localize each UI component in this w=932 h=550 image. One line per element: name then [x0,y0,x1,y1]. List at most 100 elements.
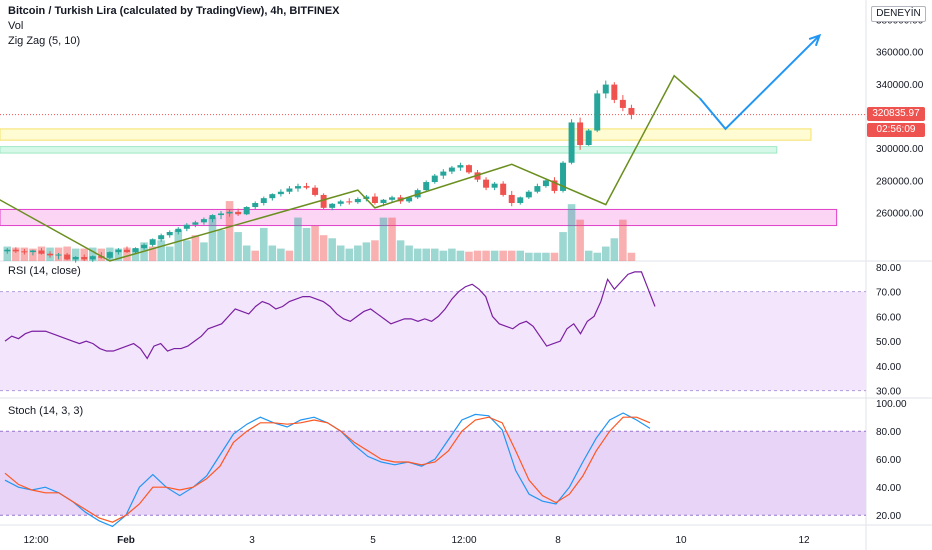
volume-bar [345,248,354,261]
volume-bar [516,250,525,261]
volume-bar [302,227,311,261]
candle-body [440,171,447,176]
rsi-tick-label: 40.00 [876,362,901,373]
volume-bar [619,219,627,261]
candle-body [389,197,396,200]
candle-body [363,196,370,199]
candle-body [260,198,267,203]
stoch-tick-label: 40.00 [876,483,901,494]
zigzag-line [0,74,701,262]
candle-body [525,191,532,198]
candle-body [611,84,618,100]
volume-bar [602,246,610,261]
rsi-tick-label: 80.00 [876,263,901,274]
volume-bar [354,245,362,261]
symbol-title[interactable]: Bitcoin / Turkish Lira (calculated by Tr… [8,5,340,17]
stoch-tick-label: 100.00 [876,399,907,410]
candle-body [551,180,558,191]
stoch-d-line [4,416,651,523]
price-tick-label: 340000.00 [876,80,924,91]
candle-body [577,122,584,145]
candle-body [47,253,54,256]
volume-bar [371,240,379,261]
projection-path [699,34,821,131]
time-tick-label: 5 [370,535,376,546]
volume-bar [405,245,413,261]
candle-body [560,162,567,191]
last-price-tag: 320835.97 [867,106,925,121]
account-badge-button[interactable]: DENEYİN [871,6,926,22]
candle-body [29,250,36,253]
rsi-tick-label: 50.00 [876,337,901,348]
volume-bar [456,250,465,261]
candle-body [542,180,549,187]
volume-bar [388,217,396,261]
candle-body [423,182,430,191]
candle-body [406,197,413,202]
candle-body [158,235,165,240]
volume-bar [285,250,294,261]
candle-body [380,199,387,203]
stoch-band [0,431,866,516]
stoch-tick-label: 20.00 [876,511,901,522]
volume-bar [525,252,533,261]
rsi-pane[interactable] [0,271,866,392]
candle-body [286,188,293,192]
volume-bar [319,235,328,261]
volume-bar [507,250,516,261]
volume-bar [183,240,191,261]
candle-body [209,215,216,220]
candle-body [337,201,344,204]
volume-bar [336,245,345,261]
volume-bar [422,248,430,261]
volume-bar [396,240,405,261]
candle-body [448,167,455,172]
volume-bar [123,247,131,261]
rsi-pane-title[interactable]: RSI (14, close) [8,265,81,277]
volume-bar [328,238,336,261]
zigzag-indicator-label[interactable]: Zig Zag (5, 10) [8,35,81,47]
volume-bar [3,246,12,261]
volume-bar [379,217,388,261]
stoch-pane-title[interactable]: Stoch (14, 3, 3) [8,405,84,417]
rsi-tick-label: 30.00 [876,387,901,398]
candle-body [123,249,130,253]
volume-indicator-label[interactable]: Vol [8,20,24,32]
candle-body [585,130,592,145]
candle-body [491,183,498,188]
volume-bar [294,217,302,261]
volume-bar [550,252,559,261]
candle-body [12,249,19,252]
axes: 260000.00280000.00300000.00320000.003400… [23,15,923,546]
volume-bar [533,252,542,261]
candle-body [235,211,242,215]
candle-body [72,256,79,260]
projection-arrowhead [808,33,822,47]
rsi-tick-label: 70.00 [876,288,901,299]
candle-body [474,172,481,180]
volume-bar [627,252,636,261]
volume-bar [260,227,268,261]
candle-body [568,122,575,163]
price-pane[interactable] [0,33,866,263]
zone-pink [0,208,838,227]
volume-bar [71,248,80,261]
time-tick-label: 12 [798,535,810,546]
volume-bar [499,250,507,261]
volume-bar [311,225,319,261]
bar-countdown-tag: 02:56:09 [867,122,925,137]
volume-bar [131,248,140,261]
time-tick-label: 10 [675,535,687,546]
candle-body [457,165,464,168]
volume-bar [542,252,550,261]
candle-body [89,256,96,260]
zone-green [0,146,778,154]
stoch-pane[interactable] [0,412,866,528]
candle-body [354,198,361,203]
candle-body [277,191,284,195]
candle-body [243,207,250,215]
candle-body [320,194,327,208]
time-tick-label: 3 [249,535,255,546]
volume-bar [465,251,473,261]
